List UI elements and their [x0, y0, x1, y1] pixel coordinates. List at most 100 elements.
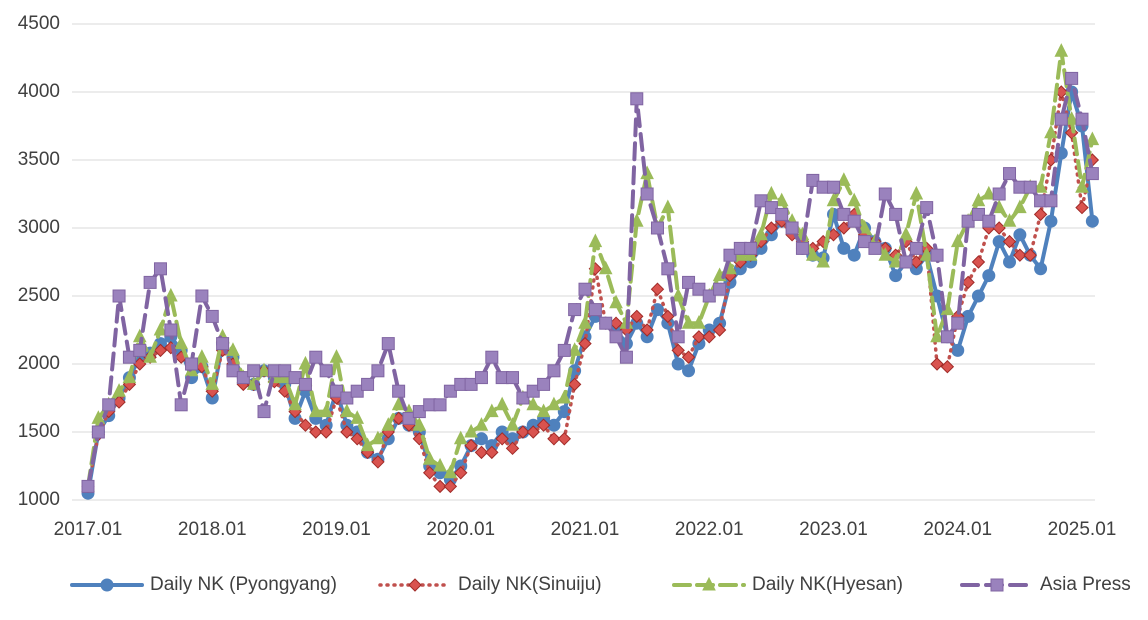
point-marker: [361, 377, 375, 391]
point-marker: [371, 455, 385, 469]
point-marker: [1023, 248, 1037, 262]
point-marker: [257, 405, 271, 419]
point-marker: [1054, 112, 1068, 126]
point-marker: [940, 330, 954, 344]
point-marker: [930, 248, 944, 262]
point-marker: [298, 377, 312, 391]
point-marker: [702, 289, 716, 303]
y-tick-label: 1500: [18, 421, 60, 442]
point-marker: [174, 398, 188, 412]
point-marker: [308, 403, 323, 418]
y-tick-label: 4500: [18, 13, 60, 34]
point-marker: [764, 185, 779, 200]
point-marker: [288, 371, 302, 385]
legend-label: Daily NK (Pyongyang): [150, 574, 337, 595]
point-marker: [650, 221, 664, 235]
point-marker: [567, 377, 582, 392]
x-tick-label: 2024.01: [923, 519, 992, 540]
point-marker: [381, 417, 396, 431]
point-marker: [837, 207, 851, 221]
point-marker: [857, 219, 872, 234]
point-marker: [329, 349, 344, 363]
point-marker: [340, 391, 354, 405]
point-marker: [899, 255, 913, 269]
point-marker: [1033, 179, 1048, 193]
point-marker: [205, 309, 219, 323]
point-marker: [1054, 43, 1069, 57]
point-marker: [909, 241, 923, 255]
point-marker: [443, 479, 458, 494]
series-line: [86, 49, 1095, 489]
point-marker: [868, 241, 882, 255]
point-marker: [408, 578, 422, 592]
point-marker: [723, 248, 737, 262]
point-marker: [630, 92, 644, 106]
point-marker: [195, 289, 209, 303]
point-marker: [536, 418, 551, 432]
point-marker: [309, 425, 323, 439]
point-marker: [920, 201, 934, 215]
x-tick-label: 2017.01: [54, 519, 123, 540]
point-marker: [433, 457, 447, 472]
point-marker: [992, 187, 1006, 201]
point-marker: [805, 247, 820, 261]
point-marker: [516, 391, 530, 405]
legend-label: Asia Press: [1040, 574, 1131, 595]
x-tick-label: 2022.01: [675, 519, 744, 540]
point-marker: [682, 275, 696, 289]
point-marker: [630, 309, 644, 324]
point-marker: [1023, 180, 1037, 194]
point-marker: [578, 282, 592, 296]
point-marker: [754, 194, 768, 208]
point-marker: [319, 364, 333, 378]
point-marker: [661, 309, 675, 324]
point-marker: [878, 187, 892, 201]
y-tick-label: 3000: [18, 217, 60, 238]
point-marker: [298, 355, 313, 370]
point-marker: [692, 282, 706, 296]
point-marker: [692, 315, 706, 329]
point-marker: [1003, 167, 1017, 181]
point-marker: [785, 221, 799, 235]
point-marker: [982, 185, 996, 200]
point-marker: [1013, 228, 1027, 242]
point-marker: [557, 432, 571, 446]
point-marker: [795, 241, 809, 255]
point-marker: [609, 294, 623, 309]
point-marker: [495, 432, 509, 446]
point-marker: [350, 410, 365, 424]
point-marker: [930, 328, 944, 343]
point-marker: [919, 247, 934, 261]
point-marker: [1044, 124, 1058, 139]
legend-label: Daily NK(Hyesan): [752, 574, 903, 595]
point-marker: [226, 342, 240, 356]
legend: Daily NK (Pyongyang) Daily NK(Sinuiju) Dai…: [70, 574, 1131, 595]
legend-label: Daily NK(Sinuiju): [458, 574, 602, 595]
point-marker: [153, 262, 167, 276]
point-marker: [961, 214, 975, 228]
point-marker: [526, 384, 540, 398]
point-marker: [568, 303, 582, 317]
point-marker: [1044, 194, 1058, 208]
y-tick-label: 2500: [18, 285, 60, 306]
point-marker: [971, 255, 986, 269]
point-marker: [547, 432, 561, 446]
point-marker: [598, 260, 613, 275]
point-marker: [671, 357, 685, 371]
point-marker: [671, 343, 685, 358]
point-marker: [371, 364, 385, 378]
point-marker: [1003, 255, 1017, 269]
point-marker: [754, 226, 768, 241]
point-marker: [888, 253, 903, 268]
point-marker: [526, 396, 541, 411]
point-marker: [102, 398, 116, 412]
point-marker: [950, 233, 965, 248]
point-marker: [1075, 200, 1089, 215]
point-marker: [640, 187, 654, 201]
series-line: [86, 76, 1095, 489]
point-marker: [257, 362, 271, 377]
point-marker: [505, 417, 520, 431]
point-marker: [1064, 111, 1079, 125]
point-marker: [464, 423, 478, 438]
